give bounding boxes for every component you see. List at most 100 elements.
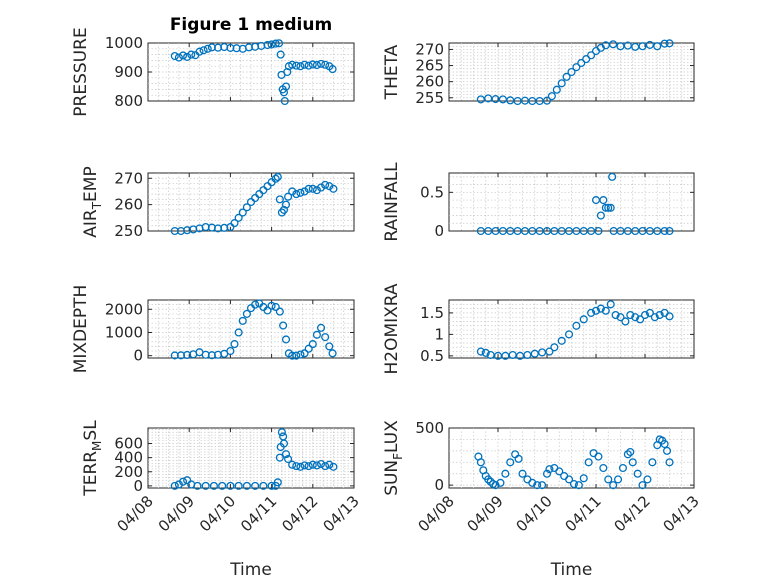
data-point [653, 42, 662, 51]
x-tick-label: 04/08 [114, 492, 157, 535]
data-point [183, 476, 192, 485]
data-point [481, 348, 490, 357]
x-axis-label: Time [229, 560, 272, 580]
data-point [316, 323, 326, 332]
data-point [631, 313, 640, 322]
data-point [579, 474, 588, 483]
x-tick-label: 04/10 [196, 492, 239, 535]
x-tick-label: 04/13 [660, 492, 703, 535]
y-axis-label: TERRMSL [81, 420, 104, 497]
data-point [564, 475, 574, 484]
data-point [596, 211, 605, 220]
y-axis-label: PRESSURE [71, 27, 91, 116]
data-point [288, 460, 297, 469]
data-point [582, 55, 591, 64]
data-point [476, 347, 485, 356]
data-point [275, 453, 284, 462]
data-point [648, 458, 657, 467]
y-axis-label: THETA [382, 44, 402, 100]
data-point [328, 349, 337, 358]
data-point [267, 40, 276, 49]
data-point [599, 463, 608, 473]
y-tick-label: 270 [415, 40, 444, 58]
data-point [572, 321, 581, 330]
x-tick-label: 04/09 [464, 492, 507, 535]
data-point [170, 51, 179, 61]
data-point [545, 465, 554, 474]
data-point [665, 39, 674, 48]
data-point [476, 458, 485, 467]
data-point [538, 481, 547, 490]
data-point [501, 469, 510, 478]
data-point [259, 481, 268, 490]
x-tick-label: 04/13 [320, 492, 363, 535]
data-point [523, 350, 532, 360]
data-point [238, 208, 247, 217]
data-point [591, 306, 601, 315]
data-point [300, 461, 309, 470]
y-tick-label: 500 [415, 419, 444, 437]
data-point [312, 461, 321, 470]
y-tick-label: 0.5 [420, 347, 444, 365]
data-point [579, 315, 588, 324]
y-tick-label: 0.5 [420, 183, 444, 201]
y-tick-label: 0 [133, 477, 143, 495]
data-point [645, 40, 654, 49]
x-tick-label: 04/12 [278, 492, 321, 535]
data-point [242, 309, 251, 318]
data-point [562, 72, 571, 81]
data-point [230, 340, 239, 349]
data-point [550, 343, 559, 352]
data-point [316, 459, 326, 469]
data-point [329, 184, 338, 193]
data-point [288, 60, 297, 69]
data-point [618, 463, 627, 473]
y-tick-label: 0 [434, 222, 444, 240]
data-point [273, 478, 282, 487]
data-point [645, 308, 654, 317]
data-point [506, 458, 515, 467]
data-point [251, 481, 260, 490]
data-point [296, 462, 305, 471]
data-point [275, 307, 284, 316]
data-point [660, 226, 669, 236]
data-point [242, 203, 251, 212]
data-point [616, 313, 625, 322]
data-point [528, 478, 537, 487]
y-tick-label: 260 [415, 73, 444, 91]
data-point [267, 301, 276, 310]
data-point [611, 310, 620, 320]
data-point [604, 475, 613, 484]
data-point [557, 79, 566, 88]
data-point [518, 469, 527, 478]
data-point [276, 50, 285, 59]
x-tick-label: 04/09 [155, 492, 198, 535]
data-point [660, 439, 669, 449]
data-point [564, 330, 574, 339]
data-point [587, 308, 596, 317]
data-point [545, 347, 554, 356]
data-point [281, 335, 291, 344]
data-point [584, 458, 593, 467]
subplot-h2omixra: 0.5 1 1.5 H2OMIXRA [382, 283, 695, 375]
y-tick-label: 255 [415, 89, 444, 107]
data-point [623, 41, 632, 50]
data-point [491, 481, 500, 490]
data-point [292, 190, 301, 199]
data-point [547, 92, 556, 101]
data-point [567, 67, 576, 77]
data-point [555, 467, 564, 476]
data-point [601, 203, 610, 212]
x-axis-label: Time [550, 560, 593, 580]
data-point [296, 62, 305, 71]
data-point [281, 450, 291, 459]
data-point [316, 59, 326, 68]
data-point [238, 316, 247, 325]
data-point [199, 46, 208, 55]
data-point [308, 60, 317, 69]
y-axis-label: H2OMIXRA [382, 283, 402, 374]
data-point [623, 450, 632, 459]
data-point [263, 306, 272, 315]
